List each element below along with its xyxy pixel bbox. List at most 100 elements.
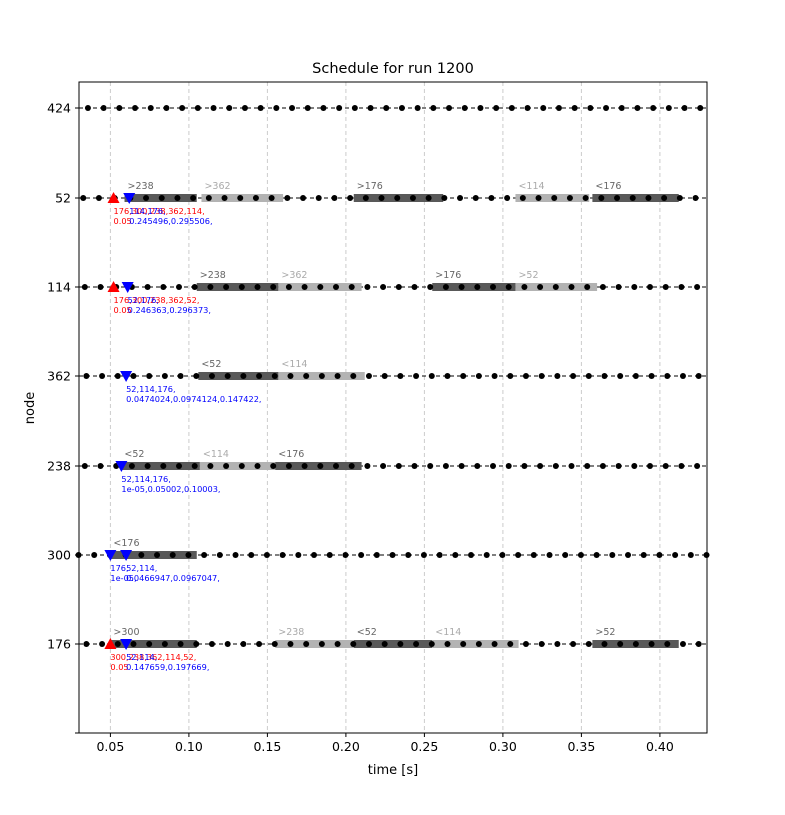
schedule-dot xyxy=(285,463,292,469)
schedule-dot xyxy=(143,195,150,201)
schedule-dot xyxy=(687,552,694,558)
schedule-dot xyxy=(395,284,402,290)
red-up-triangle-marker xyxy=(107,192,120,203)
schedule-dot xyxy=(474,284,481,290)
schedule-dot xyxy=(562,552,569,558)
schedule-dot xyxy=(538,373,545,379)
schedule-dot xyxy=(530,552,537,558)
schedule-dot xyxy=(632,641,639,647)
schedule-dot xyxy=(161,373,168,379)
schedule-segment xyxy=(196,283,279,291)
x-tick-label: 0.30 xyxy=(489,739,517,754)
schedule-dot xyxy=(163,105,170,111)
schedule-dot xyxy=(347,195,354,201)
schedule-dot xyxy=(436,552,443,558)
schedule-dot xyxy=(99,641,106,647)
schedule-dot xyxy=(537,463,544,469)
plot-frame xyxy=(78,81,708,734)
schedule-dot xyxy=(664,373,671,379)
schedule-dot xyxy=(678,284,685,290)
schedule-dot xyxy=(365,373,372,379)
blue-down-triangle-marker xyxy=(120,639,133,650)
segment-label: >362 xyxy=(204,181,230,192)
schedule-dot xyxy=(193,641,200,647)
schedule-dot xyxy=(679,641,686,647)
schedule-dot xyxy=(273,105,280,111)
schedule-dot xyxy=(398,105,405,111)
schedule-dot xyxy=(521,284,528,290)
schedule-dot xyxy=(631,284,638,290)
schedule-dot xyxy=(650,105,657,111)
schedule-dot xyxy=(428,641,435,647)
x-tick-label: 0.25 xyxy=(410,739,438,754)
schedule-dot xyxy=(158,195,165,201)
annotation-text: 1e-05,0.05002,0.10003, xyxy=(121,484,220,494)
schedule-dot xyxy=(83,373,90,379)
schedule-dot xyxy=(568,284,575,290)
schedule-dot xyxy=(488,195,495,201)
schedule-dot xyxy=(676,195,683,201)
schedule-dot xyxy=(381,641,388,647)
schedule-dot xyxy=(300,195,307,201)
segment-label: >238 xyxy=(200,270,226,281)
segment-label: <176 xyxy=(278,449,304,460)
schedule-dot xyxy=(614,195,621,201)
schedule-dot xyxy=(146,373,153,379)
schedule-dot xyxy=(552,284,559,290)
y-axis-label: node xyxy=(23,392,38,424)
schedule-dot xyxy=(365,641,372,647)
schedule-dot xyxy=(289,105,296,111)
schedule-dot xyxy=(634,105,641,111)
schedule-dot xyxy=(618,105,625,111)
schedule-dot xyxy=(571,105,578,111)
schedule-dot xyxy=(458,463,465,469)
blue-down-triangle-marker xyxy=(121,282,134,293)
schedule-dot xyxy=(507,373,514,379)
schedule-dot xyxy=(207,463,214,469)
schedule-dot xyxy=(177,373,184,379)
schedule-dot xyxy=(389,552,396,558)
annotation-text: 176, xyxy=(110,563,128,573)
blue-down-triangle-marker xyxy=(120,371,133,382)
red-up-triangle-marker xyxy=(104,638,117,649)
schedule-dot xyxy=(362,195,369,201)
schedule-dot xyxy=(333,463,340,469)
y-ticks: 176 300 238 362 114 52 424 xyxy=(47,101,79,734)
schedule-dot xyxy=(538,641,545,647)
schedule-dot xyxy=(205,195,212,201)
schedule-segment xyxy=(353,640,433,648)
schedule-dot xyxy=(460,373,467,379)
segment-label: <176 xyxy=(595,181,621,192)
schedule-dot xyxy=(146,641,153,647)
schedule-dot xyxy=(468,552,475,558)
schedule-dot xyxy=(318,641,325,647)
schedule-dot xyxy=(546,552,553,558)
y-tick-label: 300 xyxy=(47,548,71,563)
x-tick-label: 0.15 xyxy=(253,739,281,754)
schedule-dot xyxy=(317,463,324,469)
schedule-dot xyxy=(577,552,584,558)
annotation-text: 114,176, xyxy=(129,206,165,216)
schedule-dot xyxy=(647,463,654,469)
schedule-dot xyxy=(457,195,464,201)
schedule-dot xyxy=(114,373,121,379)
x-tick-label: 0.10 xyxy=(175,739,203,754)
schedule-dot xyxy=(554,641,561,647)
schedule-dot xyxy=(311,552,318,558)
segment-label: >176 xyxy=(357,181,383,192)
schedule-dot xyxy=(625,552,632,558)
schedule-dot xyxy=(603,105,610,111)
blue-down-triangle-marker xyxy=(104,550,117,561)
schedule-dot xyxy=(515,552,522,558)
schedule-dot xyxy=(695,373,702,379)
annotation-text: 52,176, xyxy=(128,295,159,305)
schedule-dot xyxy=(270,284,277,290)
schedule-dot xyxy=(477,105,484,111)
x-tick-label: 0.20 xyxy=(332,739,360,754)
annotation-text: 176,300,238,362,52, xyxy=(114,295,200,305)
schedule-dot xyxy=(160,284,167,290)
schedule-dot xyxy=(191,463,198,469)
y-tick-label: 52 xyxy=(55,191,71,206)
x-tick-label: 0.40 xyxy=(646,739,674,754)
schedule-dot xyxy=(232,552,239,558)
